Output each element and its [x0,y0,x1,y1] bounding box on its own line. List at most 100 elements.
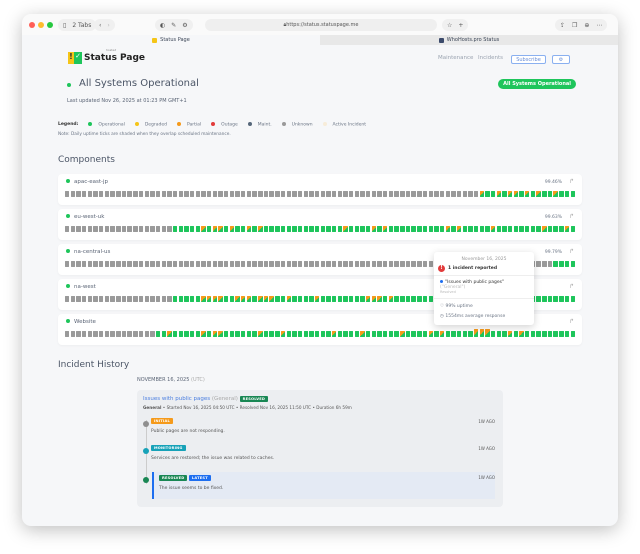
uptime-tick[interactable] [178,226,183,232]
uptime-tick[interactable] [559,191,564,197]
uptime-tick[interactable] [536,226,541,232]
uptime-tick[interactable] [241,191,246,197]
uptime-tick[interactable] [280,331,286,337]
uptime-tick[interactable] [479,191,485,197]
uptime-tick[interactable] [473,191,479,197]
uptime-tick[interactable] [93,261,98,267]
uptime-tick[interactable] [371,191,377,197]
uptime-tick[interactable] [343,296,348,302]
sidebar-toggle[interactable]: ▯ 2 Tabs [58,19,97,31]
uptime-tick[interactable] [70,331,76,337]
uptime-tick[interactable] [491,191,496,197]
uptime-tick[interactable] [212,191,218,197]
uptime-tick[interactable] [133,226,138,232]
uptime-tick[interactable] [343,226,348,232]
uptime-tick[interactable] [280,191,286,197]
uptime-tick[interactable] [121,296,127,302]
uptime-tick[interactable] [536,261,541,267]
uptime-tick[interactable] [241,331,246,337]
uptime-tick[interactable] [417,331,422,337]
uptime-tick[interactable] [456,226,462,232]
uptime-tick[interactable] [428,191,433,197]
uptime-tick[interactable] [400,331,405,337]
logo[interactable]: ! ✓ Status Page [68,52,146,64]
uptime-tick[interactable] [104,331,110,337]
uptime-tick[interactable] [65,296,70,302]
uptime-tick[interactable] [116,261,121,267]
uptime-tick[interactable] [445,191,450,197]
uptime-tick[interactable] [258,261,263,267]
uptime-tick[interactable] [155,191,161,197]
uptime-tick[interactable] [343,191,348,197]
uptime-tick[interactable] [65,331,70,337]
uptime-tick[interactable] [553,226,558,232]
uptime-tick[interactable] [417,191,422,197]
uptime-tick[interactable] [70,296,76,302]
uptime-tick[interactable] [366,296,371,302]
uptime-tick[interactable] [542,296,547,302]
uptime-tick[interactable] [371,331,377,337]
uptime-tick[interactable] [314,331,320,337]
uptime-tick[interactable] [150,191,155,197]
uptime-tick[interactable] [337,226,343,232]
uptime-tick[interactable] [150,296,155,302]
uptime-tick[interactable] [184,261,189,267]
uptime-tick[interactable] [99,191,104,197]
uptime-tick[interactable] [116,226,121,232]
uptime-tick[interactable] [286,296,291,302]
uptime-tick[interactable] [263,331,269,337]
uptime-tick[interactable] [570,191,575,197]
uptime-tick[interactable] [468,191,473,197]
uptime-tick[interactable] [536,331,541,337]
uptime-tick[interactable] [400,191,405,197]
uptime-tick[interactable] [422,261,428,267]
uptime-tick[interactable] [269,331,274,337]
uptime-tick[interactable] [422,296,428,302]
tab-whohosts[interactable]: WhoHosts.pro Status [320,35,618,45]
uptime-tick[interactable] [269,261,274,267]
uptime-tick[interactable] [161,226,166,232]
uptime-tick[interactable] [110,191,115,197]
uptime-tick[interactable] [161,191,166,197]
uptime-tick[interactable] [195,226,201,232]
uptime-tick[interactable] [207,296,212,302]
uptime-tick[interactable] [167,261,172,267]
uptime-tick[interactable] [224,331,229,337]
uptime-tick[interactable] [224,191,229,197]
uptime-tick[interactable] [525,331,530,337]
uptime-tick[interactable] [280,296,286,302]
uptime-tick[interactable] [93,296,98,302]
uptime-tick[interactable] [491,331,496,337]
uptime-tick[interactable] [519,191,524,197]
uptime-tick[interactable] [178,191,183,197]
more-icon[interactable]: ⋯ [596,21,603,29]
uptime-tick[interactable] [104,261,110,267]
uptime-tick[interactable] [82,226,87,232]
uptime-tick[interactable] [303,296,308,302]
uptime-tick[interactable] [93,331,98,337]
uptime-tick[interactable] [508,191,513,197]
uptime-tick[interactable] [530,331,536,337]
uptime-tick[interactable] [394,296,399,302]
uptime-tick[interactable] [263,191,269,197]
uptime-tick[interactable] [133,191,138,197]
uptime-tick[interactable] [263,261,269,267]
uptime-tick[interactable] [502,226,507,232]
uptime-tick[interactable] [201,296,206,302]
uptime-tick[interactable] [207,331,212,337]
uptime-tick[interactable] [195,331,201,337]
uptime-tick[interactable] [383,331,388,337]
uptime-tick[interactable] [155,261,161,267]
uptime-tick[interactable] [371,296,377,302]
settings-icon[interactable]: ⚙ [182,21,188,29]
uptime-tick[interactable] [127,226,132,232]
uptime-tick[interactable] [360,261,365,267]
uptime-tick[interactable] [246,191,252,197]
tabs-icon[interactable]: ❐ [572,21,578,29]
uptime-tick[interactable] [428,331,433,337]
uptime-tick[interactable] [224,261,229,267]
new-tab-icon[interactable]: + [458,21,464,29]
uptime-tick[interactable] [371,226,377,232]
uptime-tick[interactable] [82,261,87,267]
uptime-tick[interactable] [275,261,280,267]
